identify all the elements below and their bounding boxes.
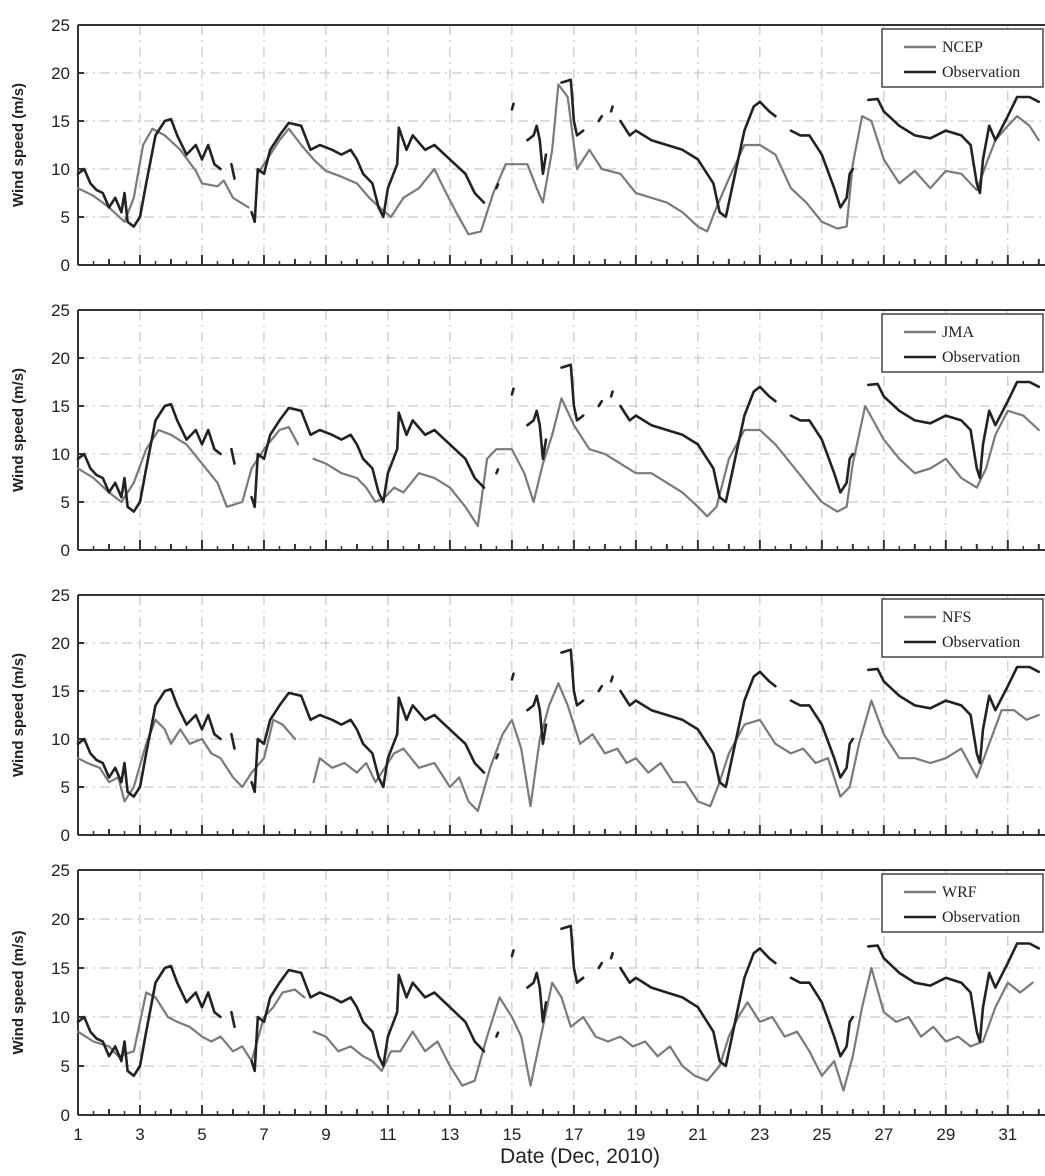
grid [77,595,1045,835]
legend-label-wrf: WRF [942,884,977,901]
x-axis-label: Date (Dec, 2010) [500,1145,660,1168]
legend-label-jma: JMA [942,324,974,341]
x-tick-label: 15 [502,1125,521,1144]
panel-2: 0 5 10 15 20 25 Wind speed (m/s) JMA Observation [10,301,1045,560]
legend: NFS Observation [881,598,1044,658]
legend-box [881,313,1044,373]
x-tick-label: 9 [321,1125,330,1144]
x-tick-label: 17 [564,1125,583,1144]
grid [77,870,1045,1115]
y-tick-label: 15 [51,682,70,701]
y-tick-label: 25 [51,16,70,35]
y-tick-label: 0 [61,256,70,275]
series-line-observation [76,78,1041,228]
y-tick-label: 25 [51,586,70,605]
series-line-ncep [76,83,1040,236]
series-line-observation [76,648,1041,798]
y-tick-label: 10 [51,160,70,179]
x-tick-label: 5 [197,1125,206,1144]
legend-box [881,873,1044,933]
legend-box [881,598,1044,658]
series-line-nfs [76,682,1040,813]
y-axis-label: Wind speed (m/s) [10,930,27,1054]
y-tick-label: 20 [51,64,70,83]
y-tick-label: 25 [51,301,70,320]
y-tick-label: 20 [51,634,70,653]
series-line-wrf [76,966,1034,1092]
y-tick-label: 15 [51,112,70,131]
series-line-jma [76,397,1040,528]
panel-3: 0 5 10 15 20 25 Wind speed (m/s) NFS Observation [10,586,1045,845]
x-tick-label: 1 [73,1125,82,1144]
series-line-observation [76,924,1041,1078]
legend-label-nfs: NFS [942,609,971,626]
x-tick-label: 25 [812,1125,831,1144]
legend-label-ncep: NCEP [942,39,983,56]
legend-box [881,28,1044,88]
legend-label-observation: Observation [942,909,1020,926]
y-tick-label: 0 [61,541,70,560]
x-tick-label: 19 [626,1125,645,1144]
y-tick-label: 5 [61,208,70,227]
panel-1: 0 5 10 15 20 25 Wind speed (m/s) NCEP Observatio… [10,16,1045,275]
legend-label-observation: Observation [942,349,1020,366]
y-tick-label: 15 [51,959,70,978]
y-axis-label: Wind speed (m/s) [10,653,27,777]
series-line-observation [76,363,1041,513]
x-tick-label: 21 [688,1125,707,1144]
legend: WRF Observation [881,873,1044,933]
x-tick-label: 3 [135,1125,144,1144]
legend: JMA Observation [881,313,1044,373]
y-tick-label: 5 [61,493,70,512]
y-tick-label: 20 [51,349,70,368]
y-tick-label: 25 [51,861,70,880]
y-tick-label: 10 [51,730,70,749]
y-tick-label: 5 [61,1057,70,1076]
x-tick-label: 23 [750,1125,769,1144]
x-tick-label: 7 [259,1125,268,1144]
y-tick-label: 10 [51,445,70,464]
y-tick-label: 0 [61,1106,70,1125]
x-tick-label: 13 [440,1125,459,1144]
y-tick-label: 15 [51,397,70,416]
legend: NCEP Observation [881,28,1044,88]
y-tick-label: 0 [61,826,70,845]
legend-label-observation: Observation [942,634,1020,651]
legend-label-observation: Observation [942,64,1020,81]
y-axis-label: Wind speed (m/s) [10,83,27,207]
x-tick-label: 29 [936,1125,955,1144]
x-tick-label: 11 [379,1125,397,1144]
x-tick-label: 27 [874,1125,893,1144]
x-tick-label: 31 [998,1125,1017,1144]
y-axis-label: Wind speed (m/s) [10,368,27,492]
y-tick-label: 5 [61,778,70,797]
y-tick-label: 20 [51,910,70,929]
y-tick-label: 10 [51,1008,70,1027]
